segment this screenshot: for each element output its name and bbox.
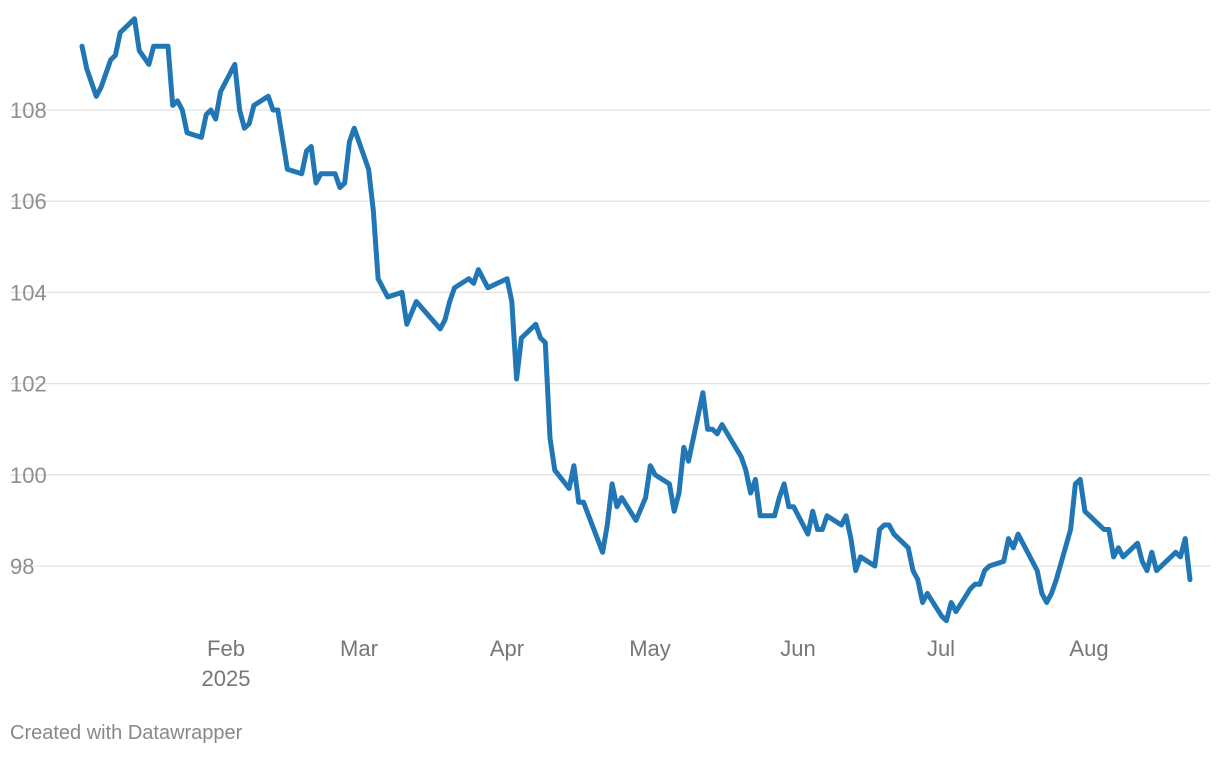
x-tick-label-mar: Mar [340, 636, 378, 661]
footer-credit: Created with Datawrapper [10, 722, 243, 744]
y-tick-label: 106 [10, 189, 47, 214]
y-tick-label: 98 [10, 554, 34, 579]
series-line [79, 16, 1193, 624]
x-tick-label-jul: Jul [927, 636, 955, 661]
x-axis-tick-labels: Feb 2025 Mar Apr May Jun Jul Aug [202, 636, 1109, 691]
x-tick-label-apr: Apr [490, 636, 524, 661]
y-tick-label: 100 [10, 463, 47, 488]
y-tick-label: 102 [10, 372, 47, 397]
y-tick-label: 108 [10, 98, 47, 123]
x-tick-label-aug: Aug [1069, 636, 1108, 661]
x-tick-label-jun: Jun [780, 636, 815, 661]
x-tick-label-feb: Feb [207, 636, 245, 661]
gridlines [10, 109, 1210, 567]
y-axis-tick-labels: 108 106 104 102 100 98 [10, 98, 47, 579]
line-chart: 108 106 104 102 100 98 Feb 2025 Mar Apr May Jun Jul… [10, 16, 1210, 691]
x-tick-year-label: 2025 [202, 666, 251, 691]
series-line-layer [79, 16, 1193, 624]
x-tick-label-may: May [629, 636, 671, 661]
y-tick-label: 104 [10, 280, 47, 305]
